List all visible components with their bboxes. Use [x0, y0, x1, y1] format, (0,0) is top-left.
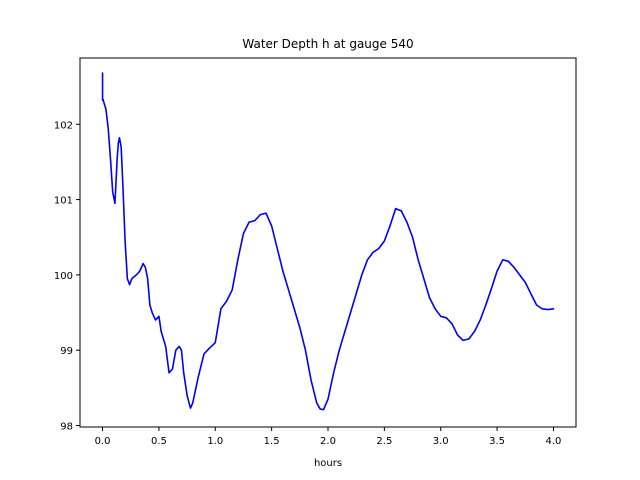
series-line-0 — [101, 72, 555, 411]
x-axis: 0.0 0.5 1.0 1.5 2.0 2.5 3.0 3.5 4.0 — [95, 427, 562, 447]
x-tick-label: 0.5 — [151, 436, 167, 447]
x-axis-label: hours — [314, 458, 342, 469]
chart-title: Water Depth h at gauge 540 — [242, 37, 413, 51]
x-tick-label: 2.0 — [320, 436, 336, 447]
y-axis: 98 99 100 101 102 — [54, 120, 80, 432]
y-tick-label: 99 — [60, 346, 73, 357]
x-tick-label: 2.5 — [376, 436, 392, 447]
y-tick-label: 98 — [60, 421, 73, 432]
x-tick-label: 4.0 — [546, 436, 562, 447]
x-tick-label: 1.5 — [264, 436, 280, 447]
x-tick-label: 1.0 — [207, 436, 223, 447]
y-tick-label: 100 — [54, 271, 73, 282]
x-tick-label: 0.0 — [95, 436, 111, 447]
x-tick-label: 3.5 — [489, 436, 505, 447]
series-layer — [101, 72, 555, 411]
y-tick-label: 101 — [54, 196, 73, 207]
plot-area — [79, 57, 577, 428]
x-tick-label: 3.0 — [433, 436, 449, 447]
y-tick-label: 102 — [54, 120, 73, 131]
